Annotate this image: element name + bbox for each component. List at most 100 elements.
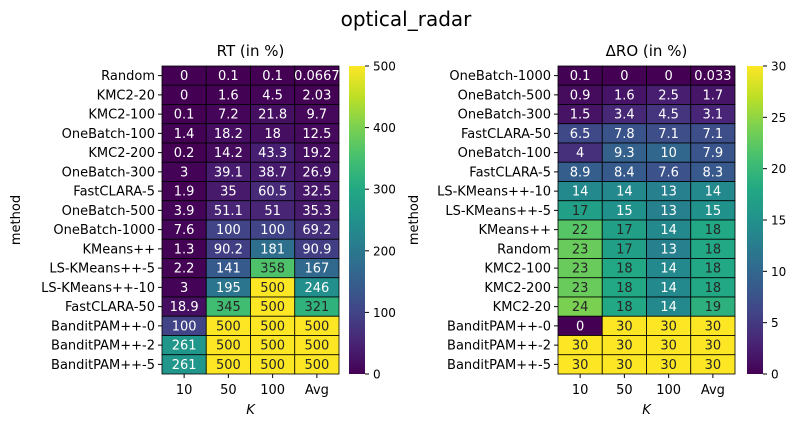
- dro-cell-label: 30: [572, 358, 589, 373]
- dro-row-tick-label: KMC2-200: [484, 281, 551, 296]
- rt-col-tick-label: 100: [260, 383, 285, 398]
- dro-cell-label: 7.1: [703, 127, 724, 142]
- rt-col-tick-label: 50: [220, 383, 237, 398]
- rt-cell-label: 39.1: [214, 165, 243, 180]
- rt-colorbar-tick-label: 200: [373, 244, 396, 258]
- rt-cell-label: 500: [260, 358, 285, 373]
- rt-cell-label: 9.7: [307, 108, 328, 123]
- dro-cell-label: 18: [616, 300, 633, 315]
- rt-cell-label: 7.2: [218, 108, 239, 123]
- dro-colorbar-tick-label: 20: [771, 162, 786, 176]
- dro-cell-label: 18: [705, 242, 722, 257]
- dro-cell-label: 14: [616, 185, 633, 200]
- dro-row-tick-label: Random: [497, 242, 551, 257]
- dro-cell-label: 14: [660, 223, 677, 238]
- dro-row-tick-label: OneBatch-300: [458, 108, 551, 123]
- dro-row-tick-label: OneBatch-100: [458, 146, 551, 161]
- dro-cell-label: 30: [705, 358, 722, 373]
- rt-row-tick-label: KMC2-200: [88, 146, 155, 161]
- dro-cell-label: 17: [572, 204, 589, 219]
- rt-row-tick-label: FastCLARA-5: [73, 185, 155, 200]
- dro-cell-label: 30: [572, 339, 589, 354]
- dro-col-tick-label: 100: [656, 383, 681, 398]
- rt-y-axis-label: method: [9, 195, 24, 245]
- rt-panel-title: RT (in %): [217, 42, 285, 60]
- rt-row-tick-label: Random: [101, 69, 155, 84]
- rt-cell-label: 321: [304, 300, 329, 315]
- rt-cell-label: 500: [260, 300, 285, 315]
- rt-colorbar-tick-label: 0: [373, 368, 381, 382]
- dro-row-tick-label: KMC2-20: [493, 300, 551, 315]
- dro-cell-label: 8.3: [703, 165, 724, 180]
- dro-cell-label: 22: [572, 223, 589, 238]
- rt-cell-label: 500: [304, 339, 329, 354]
- dro-cell-label: 30: [616, 339, 633, 354]
- dro-cell-label: 0: [576, 319, 584, 334]
- rt-cell-label: 7.6: [174, 223, 195, 238]
- dro-cell-label: 18: [705, 262, 722, 277]
- dro-cell-label: 14: [705, 185, 722, 200]
- rt-row-tick-label: KMC2-100: [88, 108, 155, 123]
- rt-cell-label: 167: [304, 262, 329, 277]
- rt-cell-label: 500: [216, 358, 241, 373]
- dro-cell-label: 1.6: [614, 88, 635, 103]
- rt-cell-label: 0.1: [174, 108, 195, 123]
- rt-cell-label: 38.7: [258, 165, 287, 180]
- rt-row-tick-label: OneBatch-300: [62, 165, 155, 180]
- delta-ro-heatmap-panel: ΔRO (in %) 0.1 0 0 0.033 0.9 1.6 2.5 1.7 1.5 3.4 4.…: [407, 42, 786, 418]
- rt-col-tick-label: Avg: [305, 383, 329, 398]
- dro-colorbar: [747, 66, 763, 374]
- rt-cell-label: 18.2: [214, 127, 243, 142]
- rt-cell-label: 90.9: [302, 242, 331, 257]
- rt-row-tick-label: OneBatch-500: [62, 204, 155, 219]
- rt-cell-label: 2.2: [174, 262, 195, 277]
- rt-cell-label: 69.2: [302, 223, 331, 238]
- rt-colorbar: [349, 66, 365, 374]
- dro-cell-label: 17: [616, 223, 633, 238]
- dro-cell-label: 10: [660, 146, 677, 161]
- dro-cell-label: 18: [705, 223, 722, 238]
- dro-col-tick-label: 50: [616, 383, 633, 398]
- rt-cell-label: 100: [172, 319, 197, 334]
- dro-cell-label: 2.5: [658, 88, 679, 103]
- dro-cell-label: 1.7: [703, 88, 724, 103]
- rt-cell-label: 500: [260, 319, 285, 334]
- rt-cell-label: 195: [216, 281, 241, 296]
- dro-cell-label: 19: [705, 300, 722, 315]
- rt-cell-label: 1.4: [174, 127, 195, 142]
- dro-cell-label: 7.8: [614, 127, 635, 142]
- dro-row-tick-label: LS-KMeans++-5: [445, 204, 551, 219]
- rt-cell-label: 500: [216, 339, 241, 354]
- dro-col-tick-label: 10: [572, 383, 589, 398]
- rt-row-tick-label: BanditPAM++-5: [51, 358, 155, 373]
- dro-cell-label: 30: [705, 319, 722, 334]
- rt-cell-label: 3: [180, 281, 188, 296]
- rt-x-axis-label: K: [246, 403, 256, 418]
- dro-row-tick-label: OneBatch-500: [458, 88, 551, 103]
- rt-row-tick-label: LS-KMeans++-5: [49, 262, 155, 277]
- dro-row-tick-label: OneBatch-1000: [449, 69, 551, 84]
- rt-cell-label: 0: [180, 69, 188, 84]
- rt-cell-label: 261: [172, 339, 197, 354]
- dro-cell-label: 14: [660, 300, 677, 315]
- dro-cell-label: 0.9: [570, 88, 591, 103]
- rt-cell-label: 1.3: [174, 242, 195, 257]
- rt-cell-label: 500: [260, 281, 285, 296]
- rt-cell-label: 246: [304, 281, 329, 296]
- figure-title: optical_radar: [341, 7, 473, 31]
- rt-cell-label: 60.5: [258, 185, 287, 200]
- rt-colorbar-tick-label: 300: [373, 183, 396, 197]
- rt-cell-label: 0.2: [174, 146, 195, 161]
- rt-cell-label: 43.3: [258, 146, 287, 161]
- dro-cell-label: 1.5: [570, 108, 591, 123]
- rt-cell-label: 12.5: [302, 127, 331, 142]
- rt-row-tick-label: OneBatch-100: [62, 127, 155, 142]
- rt-cell-label: 345: [216, 300, 241, 315]
- dro-cell-label: 15: [616, 204, 633, 219]
- rt-cell-label: 0.0667: [294, 69, 340, 84]
- rt-cell-label: 100: [260, 223, 285, 238]
- rt-cell-label: 51: [264, 204, 281, 219]
- dro-cell-label: 18: [616, 262, 633, 277]
- dro-cell-label: 18: [616, 281, 633, 296]
- rt-cell-label: 2.03: [302, 88, 331, 103]
